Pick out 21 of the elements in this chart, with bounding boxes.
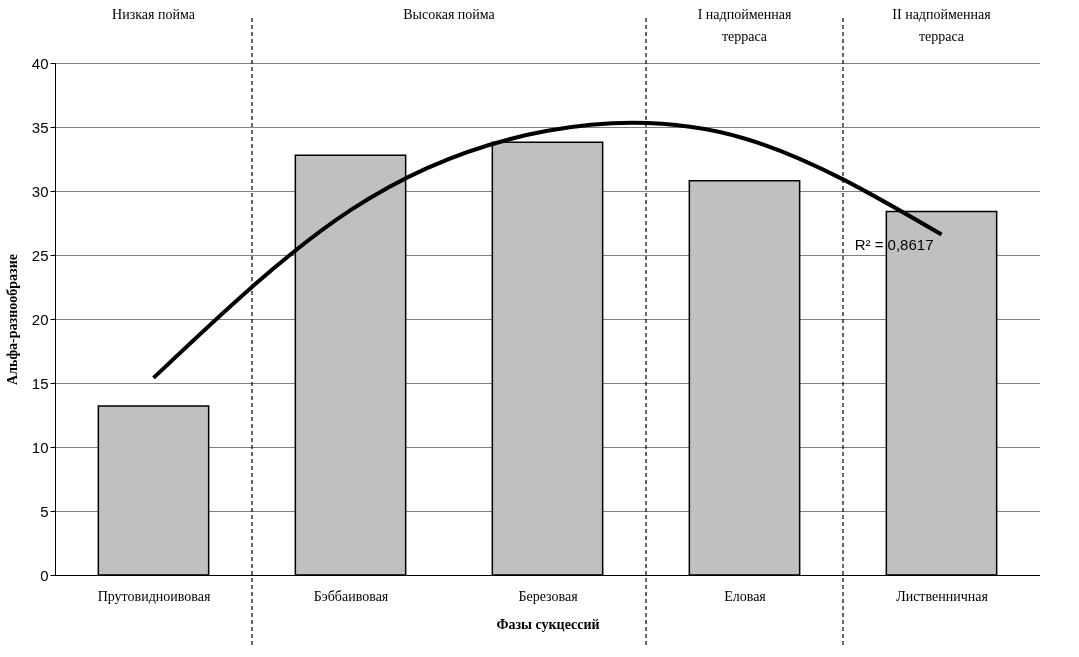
- y-tick-label: 30: [31, 182, 49, 200]
- x-tick-label: Березовая: [518, 588, 579, 604]
- y-tick-label: 5: [40, 502, 49, 520]
- text: Высокая пойма: [403, 7, 496, 22]
- y-tick-label: 15: [31, 374, 49, 392]
- y-tick-label: 10: [31, 438, 49, 456]
- text: I надпойменная терраса: [697, 7, 792, 44]
- y-tick-label: 0: [40, 566, 49, 584]
- text: Низкая пойма: [112, 7, 196, 22]
- x-tick-label: Еловая: [724, 588, 767, 604]
- x-tick-label: Лиственничная: [896, 588, 989, 604]
- y-tick-label: 40: [31, 54, 49, 72]
- y-tick-label: 35: [31, 118, 49, 136]
- text: II надпойменная терраса: [892, 7, 992, 44]
- y-axis-title: Альфа-разнообразие: [4, 254, 20, 385]
- x-tick-label: Бэббаивовая: [313, 588, 389, 604]
- y-tick-label: 25: [31, 246, 49, 264]
- x-axis-title: Фазы сукцессий: [496, 616, 600, 632]
- annotation: R² = 0,8617: [854, 235, 934, 253]
- y-tick-label: 20: [31, 310, 49, 328]
- x-tick-label: Прутовидноивовая: [97, 588, 211, 604]
